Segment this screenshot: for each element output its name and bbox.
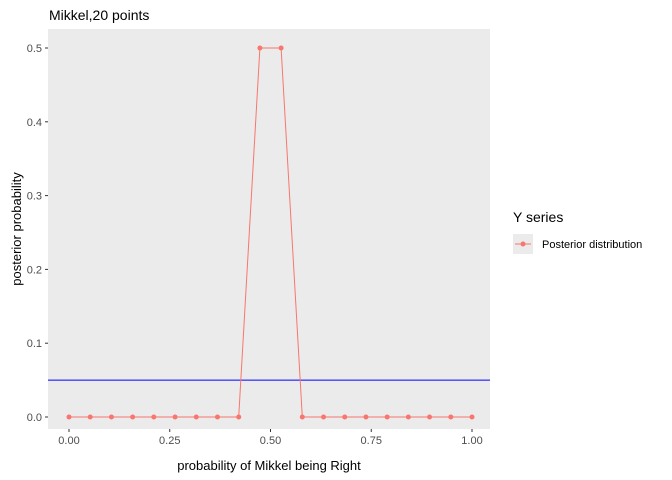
- data-point: [66, 414, 72, 420]
- data-point: [278, 45, 284, 51]
- y-tick-label: 0.5: [27, 43, 42, 55]
- data-point: [427, 414, 433, 420]
- data-point: [130, 414, 136, 420]
- data-point: [342, 414, 348, 420]
- data-point: [172, 414, 178, 420]
- data-point: [384, 414, 390, 420]
- x-tick-label: 0.00: [58, 435, 79, 447]
- y-tick-label: 0.4: [27, 117, 42, 129]
- data-point: [193, 414, 199, 420]
- x-tick-label: 0.75: [361, 435, 382, 447]
- data-point: [321, 414, 327, 420]
- x-tick-label: 0.25: [159, 435, 180, 447]
- chart-title: Mikkel,20 points: [49, 7, 149, 23]
- x-tick-label: 1.00: [461, 435, 482, 447]
- data-point: [108, 414, 114, 420]
- data-point: [448, 414, 454, 420]
- data-point: [405, 414, 411, 420]
- legend-key-point: [520, 241, 526, 247]
- legend-title: Y series: [513, 209, 563, 225]
- data-point: [87, 414, 93, 420]
- y-tick-label: 0.1: [27, 338, 42, 350]
- data-point: [214, 414, 220, 420]
- x-axis: 0.00 0.25 0.50 0.75 1.00: [58, 429, 483, 447]
- plot-panel: [48, 29, 490, 429]
- data-point: [257, 45, 263, 51]
- data-point: [469, 414, 475, 420]
- y-tick-label: 0.0: [27, 412, 42, 424]
- x-tick-label: 0.50: [260, 435, 281, 447]
- legend-label-posterior: Posterior distribution: [542, 239, 642, 251]
- series-line-posterior: [69, 47, 472, 418]
- x-axis-title: probability of Mikkel being Right: [177, 458, 361, 473]
- legend: Y series Posterior distribution: [513, 209, 642, 254]
- data-point: [363, 414, 369, 420]
- y-tick-label: 0.3: [27, 191, 42, 203]
- series-points: [66, 45, 475, 420]
- data-point: [151, 414, 157, 420]
- data-point: [299, 414, 305, 420]
- y-tick-label: 0.2: [27, 264, 42, 276]
- data-point: [236, 414, 242, 420]
- y-axis-title: posterior probability: [9, 172, 24, 286]
- y-axis: 0.0 0.1 0.2 0.3 0.4 0.5: [27, 43, 48, 424]
